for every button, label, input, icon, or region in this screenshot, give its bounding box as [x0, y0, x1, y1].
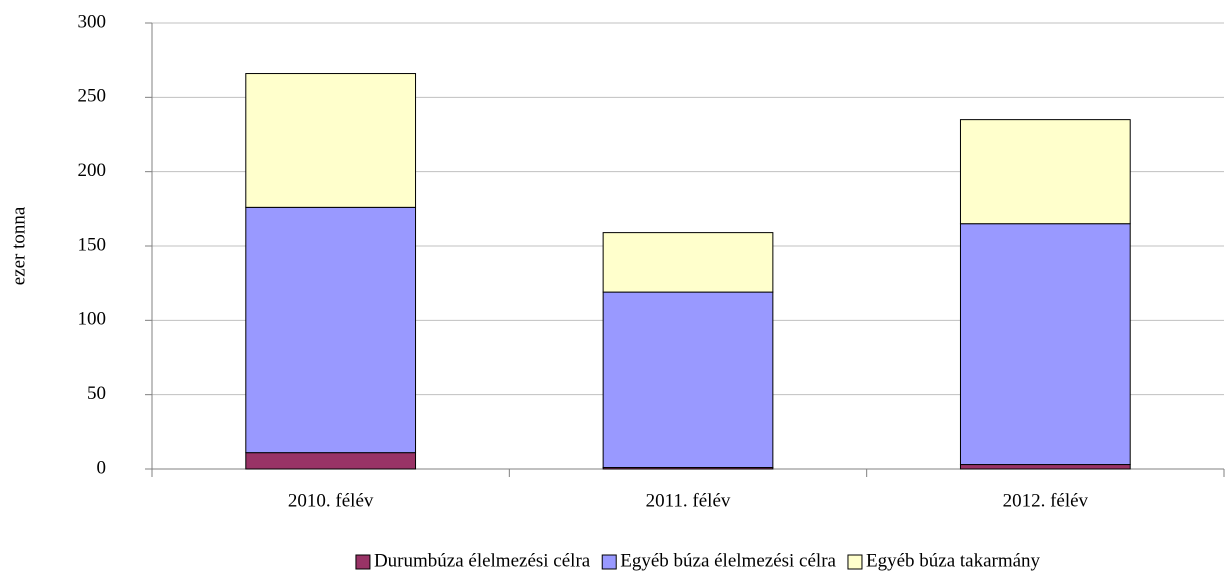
- legend-swatch: [355, 554, 371, 570]
- legend-label: Durumbúza élelmezési célra: [374, 550, 591, 571]
- bar-segment: [959, 119, 1131, 225]
- x-tick-label: 2011. félév: [646, 490, 731, 511]
- y-tick-label: 50: [87, 383, 106, 404]
- x-tick-label: 2012. félév: [1003, 490, 1089, 511]
- bar-segment: [959, 464, 1131, 470]
- y-tick-label: 0: [97, 457, 107, 478]
- legend-swatch: [601, 554, 617, 570]
- legend: Durumbúza élelmezési célra Egyéb búza éle…: [355, 550, 1041, 571]
- bar-segment: [602, 232, 774, 293]
- y-tick-label: 250: [78, 86, 107, 107]
- x-tick-label: 2010. félév: [288, 490, 374, 511]
- bar-segment: [245, 73, 417, 208]
- y-tick-label: 100: [78, 309, 107, 330]
- bar-segment: [245, 452, 417, 470]
- bar-segment: [959, 223, 1131, 466]
- legend-label: Egyéb búza élelmezési célra: [620, 550, 836, 571]
- bar-segment: [245, 206, 417, 454]
- y-tick-label: 300: [78, 11, 107, 32]
- y-tick-label: 200: [78, 160, 107, 181]
- y-tick-label: 150: [78, 234, 107, 255]
- bar-segment: [602, 291, 774, 469]
- legend-swatch: [847, 554, 863, 570]
- y-axis-label: ezer tonna: [8, 206, 29, 285]
- legend-label: Egyéb búza takarmány: [866, 550, 1041, 571]
